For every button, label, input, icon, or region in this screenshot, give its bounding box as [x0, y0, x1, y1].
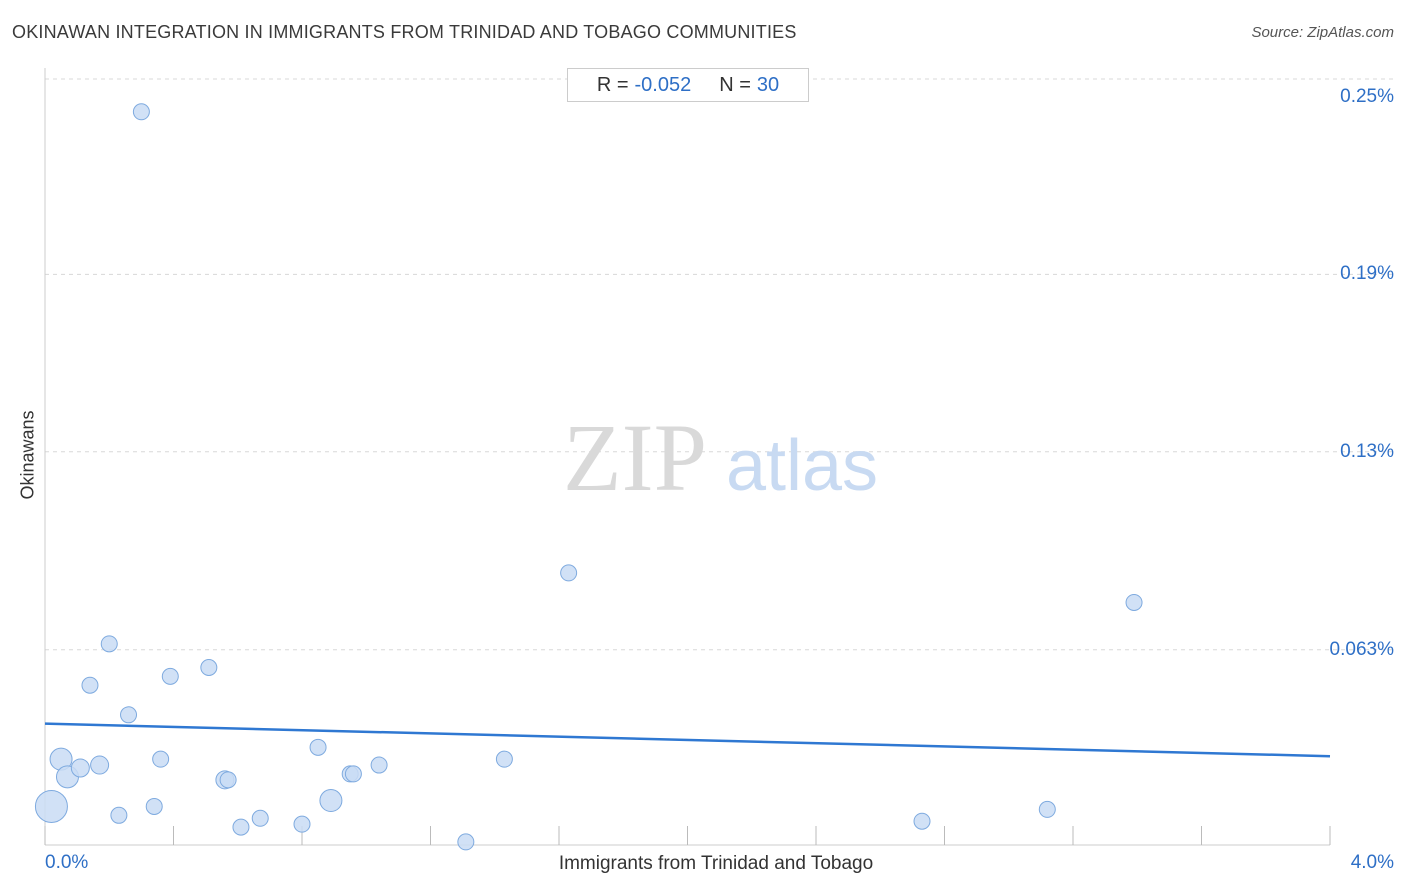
data-point [1125, 593, 1143, 611]
x-axis-title: Immigrants from Trinidad and Tobago [558, 853, 874, 874]
y-tick-label: 0.25% [1340, 86, 1394, 107]
grid-lines [45, 78, 1395, 651]
data-point [560, 564, 578, 582]
data-point [1038, 800, 1056, 818]
data-point [319, 789, 343, 813]
data-point [145, 797, 163, 815]
watermark: ZIP atlas [563, 404, 878, 511]
data-points [34, 103, 1143, 851]
chart-title: OKINAWAN INTEGRATION IN IMMIGRANTS FROM … [12, 22, 797, 42]
data-point [344, 765, 362, 783]
n-label: N = [719, 73, 751, 96]
y-axis-title: Okinawans [17, 410, 38, 500]
data-point [90, 755, 110, 775]
axes [44, 68, 1331, 846]
data-point [309, 738, 327, 756]
data-point [70, 758, 90, 778]
x-tick-label: 0.0% [45, 852, 89, 873]
data-point [120, 706, 138, 724]
trend-line-group [44, 722, 1331, 758]
data-point [132, 103, 150, 121]
data-point [110, 806, 128, 824]
data-point [251, 809, 269, 827]
data-point [219, 771, 237, 789]
trend-line [44, 722, 1331, 758]
data-point [34, 789, 68, 823]
y-tick-label: 0.19% [1340, 263, 1394, 285]
source-label: Source: ZipAtlas.com [1251, 24, 1394, 41]
data-point [161, 667, 179, 685]
data-point [495, 750, 513, 768]
data-point [913, 812, 931, 830]
data-point [200, 659, 218, 677]
data-point [232, 818, 250, 836]
data-point [293, 815, 311, 833]
watermark-zip: ZIP [563, 404, 707, 511]
data-point [100, 635, 118, 653]
data-point [81, 676, 99, 694]
x-tick-label: 4.0% [1350, 852, 1394, 873]
stats-box: R = -0.052 N = 30 [567, 68, 809, 102]
r-label: R = [596, 73, 629, 96]
y-tick-label: 0.13% [1340, 440, 1394, 462]
watermark-atlas: atlas [726, 426, 878, 506]
r-value: -0.052 [634, 73, 692, 96]
data-point [152, 750, 170, 768]
y-tick-label: 0.063% [1329, 638, 1394, 660]
data-point [370, 756, 388, 774]
n-value: 30 [756, 73, 780, 96]
data-point [457, 833, 475, 851]
